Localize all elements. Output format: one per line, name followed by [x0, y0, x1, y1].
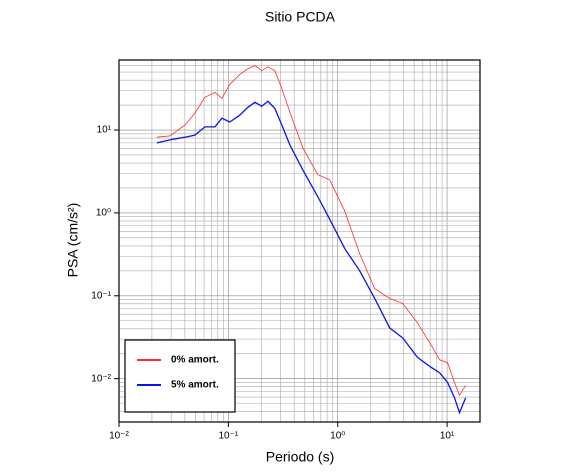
legend-label: 5% amort.: [171, 380, 219, 391]
data-line: [156, 100, 467, 415]
data-line: [156, 65, 467, 397]
plot-frame: [118, 59, 481, 423]
y-axis-label: PSA (cm/s²): [65, 203, 81, 278]
legend-label: 0% amort.: [171, 355, 219, 366]
chart-title: Sitio PCDA: [265, 9, 336, 25]
x-tick-label: 10⁻¹: [218, 431, 238, 442]
y-tick-label: 10¹: [97, 125, 112, 136]
y-tick-label: 10⁰: [96, 208, 111, 219]
y-tick-label: 10⁻¹: [91, 290, 111, 301]
legend-box: [124, 339, 236, 413]
x-tick-label: 10¹: [440, 431, 455, 442]
x-tick-label: 10⁰: [330, 431, 345, 442]
x-axis-label: Periodo (s): [266, 449, 334, 465]
y-tick-label: 10⁻²: [91, 373, 111, 384]
x-tick-label: 10⁻²: [109, 431, 129, 442]
